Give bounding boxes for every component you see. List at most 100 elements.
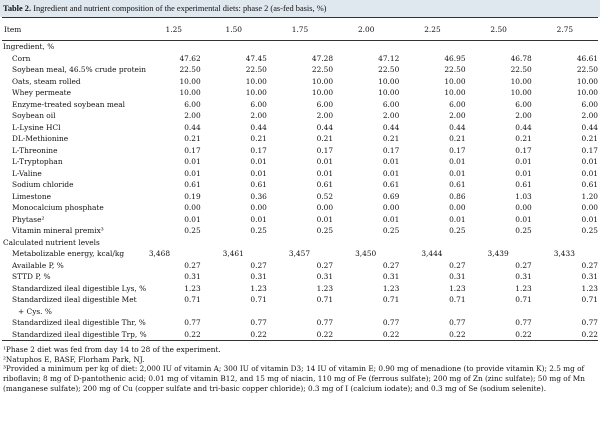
cell-value: 0.00 — [449, 203, 466, 212]
cell-value: 0.25 — [316, 226, 334, 235]
header-item: Item — [2, 17, 147, 41]
table-row: Whey permeate 10.00 10.00 10.00 10.00 10.00 10… — [2, 87, 598, 99]
cell-value: 6.00 — [316, 99, 334, 109]
row-label: Standardized ileal digestible Trp, % — [2, 328, 147, 341]
row-label: Standardized ileal digestible Lys, % — [12, 283, 147, 293]
row-label: L-Lysine HCl — [12, 122, 61, 132]
cell-value: 0.61 — [449, 180, 466, 189]
cell-value: 0.69 — [382, 191, 400, 201]
footnote: ²Natuphos E, BASF, Florham Park, NJ. — [3, 354, 145, 364]
cell-value: 0.52 — [316, 191, 334, 201]
table-row: L-Lysine HCl 0.44 0.44 0.44 0.44 0.44 0.44 0.44 — [2, 122, 598, 134]
cell-value: 6.00 — [184, 99, 201, 109]
row-label: STTD P, % — [12, 272, 51, 281]
section-header-row: Ingredient, % — [2, 41, 598, 53]
cell-value: 0.21 — [184, 134, 201, 143]
table-row: Corn 47.62 47.45 47.28 47.12 46.95 46.78 46.61 — [2, 53, 598, 65]
row-label: Soybean oil — [12, 111, 56, 120]
table-row: Standardized ileal digestible Met 0.71 0.7… — [2, 294, 598, 306]
cell-value: 0.22 — [531, 328, 598, 341]
cell-value: 0.77 — [515, 318, 532, 327]
cell-value: 0.44 — [449, 122, 466, 132]
cell-value: 6.00 — [449, 99, 466, 109]
cell-value: 0.61 — [250, 180, 267, 189]
cell-value: 0.01 — [250, 157, 267, 166]
table-row: Standardized ileal digestible Trp, % 0.22… — [2, 328, 598, 341]
row-label: Whey permeate — [12, 88, 72, 97]
cell-value: 0.01 — [184, 168, 201, 178]
cell-value: 0.17 — [316, 145, 334, 155]
footnote: ¹Phase 2 diet was fed from day 14 to 28 … — [3, 345, 221, 354]
cell-value: 0.25 — [449, 226, 466, 235]
cell-value: 0.36 — [250, 191, 267, 201]
cell-value: 0.21 — [449, 134, 466, 143]
row-label: Monocalcium phosphate — [12, 203, 104, 212]
row-label: Vitamin mineral premix³ — [12, 226, 104, 235]
row-label: Standardized ileal digestible Thr, % — [12, 318, 146, 327]
cell-value: 10.00 — [444, 88, 466, 97]
cell-value: 0.31 — [449, 272, 466, 281]
cell-value: 0.44 — [250, 122, 267, 132]
cell-value: 0.25 — [382, 226, 400, 235]
cell-value — [466, 41, 532, 53]
cell-value — [466, 306, 532, 318]
row-label: Sodium chloride — [12, 180, 74, 189]
cell-value: 0.31 — [515, 272, 532, 281]
cell-value: 1.20 — [581, 191, 598, 201]
cell-value: 0.61 — [316, 180, 334, 189]
cell-value — [147, 306, 201, 318]
cell-value: 0.21 — [382, 134, 400, 143]
cell-value: 47.12 — [378, 53, 400, 63]
cell-value: 0.21 — [250, 134, 267, 143]
cell-value: 0.01 — [316, 157, 334, 166]
cell-value: 22.50 — [576, 65, 598, 74]
table-row: STTD P, % 0.31 0.31 0.31 0.31 0.31 0.31 0.31 — [2, 271, 598, 283]
cell-value: 3,439 — [487, 249, 509, 258]
cell-value: 0.17 — [515, 145, 532, 155]
cell-value: 0.31 — [250, 272, 267, 281]
cell-value: 0.71 — [449, 295, 466, 304]
row-label: L-Tryptophan — [12, 157, 63, 166]
cell-value: 0.44 — [515, 122, 532, 132]
cell-value: 0.86 — [449, 191, 466, 201]
cell-value — [201, 237, 267, 249]
table-row: L-Threonine 0.17 0.17 0.17 0.17 0.17 0.17 0.17 — [2, 145, 598, 157]
row-label: Corn — [12, 53, 31, 63]
table-header-row: Item 1.25 1.50 1.75 2.00 2.25 2.50 2.75 — [2, 17, 598, 41]
cell-value: 0.01 — [449, 214, 466, 224]
cell-value: 0.01 — [382, 214, 400, 224]
cell-value: 0.01 — [382, 157, 400, 166]
cell-value — [201, 306, 267, 318]
cell-value — [333, 306, 399, 318]
cell-value: 3,457 — [288, 249, 311, 258]
cell-value: 0.71 — [581, 295, 598, 304]
cell-value: 0.00 — [316, 203, 334, 212]
cell-value: 46.95 — [444, 53, 466, 63]
row-label: Oats, steam rolled — [12, 76, 81, 86]
cell-value: 0.01 — [581, 214, 598, 224]
header-level: 2.75 — [531, 17, 598, 41]
cell-value: 2.00 — [382, 111, 400, 120]
cell-value — [267, 306, 333, 318]
cell-value: 6.00 — [250, 99, 267, 109]
cell-value — [333, 41, 399, 53]
cell-value: 3,444 — [421, 249, 443, 258]
cell-value: 10.00 — [179, 88, 201, 97]
cell-value: 6.00 — [515, 99, 532, 109]
header-level: 2.50 — [465, 17, 532, 41]
cell-value: 0.31 — [316, 272, 334, 281]
cell-value: 1.23 — [382, 283, 400, 293]
cell-value — [267, 41, 333, 53]
cell-value: 10.00 — [576, 76, 598, 86]
cell-value: 0.22 — [200, 328, 267, 341]
cell-value: 47.62 — [179, 53, 201, 63]
cell-value: 0.44 — [382, 122, 400, 132]
table-row: Metabolizable energy, kcal/kg 3,468 3,461 3… — [2, 248, 598, 260]
table-row: Oats, steam rolled 10.00 10.00 10.00 10.00 10… — [2, 76, 598, 88]
caption-label: Table 2. — [3, 4, 32, 13]
cell-value: 10.00 — [576, 88, 598, 97]
table-row: Monocalcium phosphate 0.00 0.00 0.00 0.00 0.0… — [2, 202, 598, 214]
cell-value: 0.01 — [382, 168, 400, 178]
cell-value: 0.27 — [382, 260, 400, 270]
cell-value: 0.01 — [449, 157, 466, 166]
